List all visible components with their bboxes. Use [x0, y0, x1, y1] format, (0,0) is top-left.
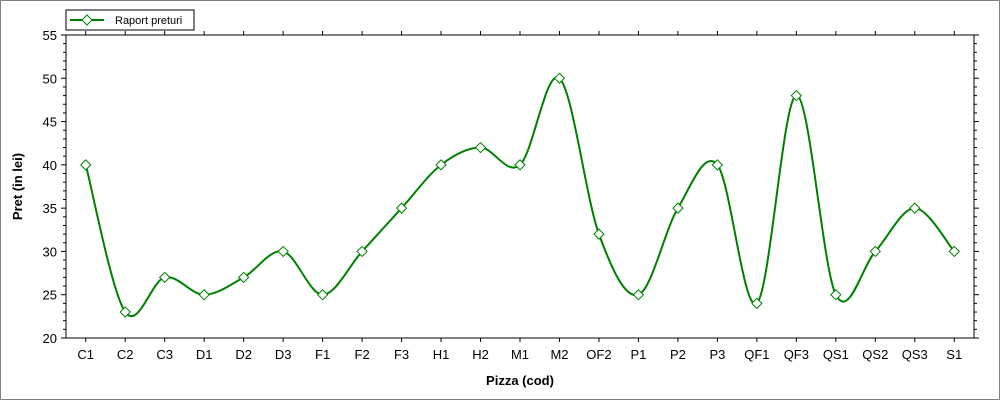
x-tick-label: QS3: [902, 347, 928, 362]
y-tick-label: 25: [43, 288, 57, 303]
x-tick-label: M1: [511, 347, 529, 362]
data-point-marker: [751, 297, 763, 310]
data-point-marker: [632, 289, 645, 301]
x-tick-label: C3: [156, 347, 173, 362]
y-axis: 20 25 30 35 40 45 50 55: [43, 28, 979, 346]
data-point-marker: [80, 159, 92, 171]
y-tick-label: 55: [43, 28, 57, 43]
x-tick-label: F2: [355, 347, 370, 362]
x-axis: C1 C2 C3 D1 D2 D3 F1 F2 F3 H1 H2 M1 M2 OF2 P1 P2 P3 QF1 QF…: [77, 31, 962, 362]
data-point-marker: [711, 159, 724, 171]
x-tick-label: F1: [315, 347, 330, 362]
x-tick-label: M2: [550, 347, 568, 362]
data-point-marker: [395, 202, 408, 214]
legend-label: Raport preturi: [115, 15, 182, 27]
x-tick-label: P3: [709, 347, 725, 362]
x-tick-label: C1: [77, 347, 94, 362]
x-tick-label: D3: [275, 347, 292, 362]
x-tick-label: QF3: [784, 347, 809, 362]
x-tick-label: QS2: [862, 347, 888, 362]
y-tick-label: 50: [43, 71, 57, 86]
x-tick-label: S1: [946, 347, 962, 362]
x-tick-label: QF1: [744, 347, 769, 362]
x-axis-title: Pizza (cod): [486, 373, 554, 388]
data-point-marker: [514, 159, 526, 171]
legend: Raport preturi: [65, 9, 195, 31]
data-point-marker: [474, 141, 487, 154]
legend-marker: [81, 14, 93, 26]
x-tick-label: P1: [630, 347, 646, 362]
x-tick-label: P2: [670, 347, 686, 362]
y-tick-label: 20: [43, 331, 57, 346]
x-tick-label: C2: [117, 347, 134, 362]
data-point-marker: [869, 245, 882, 258]
data-point-marker: [830, 289, 842, 301]
legend-box: [65, 9, 195, 31]
y-axis-title: Pret (in lei): [10, 153, 25, 220]
y-tick-label: 45: [43, 115, 57, 130]
data-point-marker: [198, 289, 210, 301]
x-tick-label: F3: [394, 347, 409, 362]
data-point-marker: [435, 159, 447, 171]
y-tick-label: 40: [43, 158, 57, 173]
x-tick-label: D1: [196, 347, 213, 362]
data-point-marker: [948, 245, 960, 258]
x-tick-label: H2: [472, 347, 489, 362]
data-point-marker: [158, 271, 171, 284]
data-point-marker: [356, 245, 368, 258]
x-tick-label: D2: [235, 347, 252, 362]
data-point-marker: [237, 271, 250, 284]
series-line: [84, 76, 956, 317]
data-point-marker: [909, 202, 921, 214]
x-tick-label: QS1: [823, 347, 849, 362]
data-point-marker: [553, 72, 566, 84]
y-tick-label: 30: [43, 244, 57, 259]
data-point-marker: [790, 89, 803, 102]
data-point-marker: [119, 306, 131, 318]
data-point-marker: [593, 228, 605, 240]
data-point-marker: [672, 202, 684, 214]
data-point-marker: [277, 245, 289, 258]
series-markers: [80, 72, 960, 318]
x-tick-label: OF2: [586, 347, 611, 362]
x-tick-label: H1: [433, 347, 450, 362]
y-tick-label: 35: [43, 201, 57, 216]
data-point-marker: [316, 289, 329, 301]
